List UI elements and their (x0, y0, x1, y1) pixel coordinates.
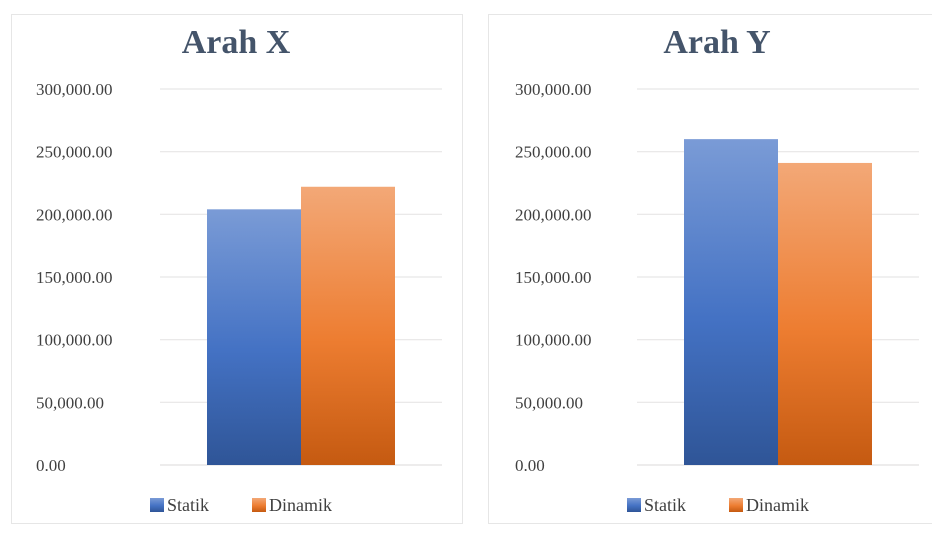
legend-label-statik: Statik (167, 495, 209, 515)
legend-label-statik: Statik (644, 495, 686, 515)
y-tick-label: 0.00 (515, 456, 545, 475)
legend-swatch-dinamik (252, 498, 266, 512)
chart-title: Arah X (182, 24, 291, 61)
bar-dinamik (301, 186, 395, 465)
y-tick-label: 50,000.00 (515, 393, 583, 412)
bar-statik (207, 209, 301, 465)
y-tick-label: 50,000.00 (36, 393, 104, 412)
y-tick-label: 250,000.00 (515, 143, 592, 162)
chart-title: Arah Y (663, 24, 770, 61)
legend-label-dinamik: Dinamik (746, 495, 809, 515)
legend-swatch-dinamik (729, 498, 743, 512)
chart-arah-y: Arah Y 0.00 50,000.00 100,000.00 150,000.00 2… (515, 24, 919, 515)
legend-swatch-statik (627, 498, 641, 512)
bar-statik (684, 139, 778, 465)
y-tick-label: 150,000.00 (36, 268, 113, 287)
y-tick-label: 200,000.00 (36, 205, 113, 224)
chart-arah-x: Arah X 0.00 50,000.00 100,000.00 150,000.00 2… (36, 24, 442, 515)
y-tick-label: 100,000.00 (515, 331, 592, 350)
chart-panel-arah-y: Arah Y 0.00 50,000.00 100,000.00 150,000.00 2… (488, 14, 932, 524)
y-tick-label: 150,000.00 (515, 268, 592, 287)
y-tick-label: 250,000.00 (36, 143, 113, 162)
y-tick-label: 100,000.00 (36, 331, 113, 350)
y-tick-label: 300,000.00 (515, 80, 592, 99)
legend-swatch-statik (150, 498, 164, 512)
legend-label-dinamik: Dinamik (269, 495, 332, 515)
chart-panel-arah-x: Arah X 0.00 50,000.00 100,000.00 150,000.00 2… (11, 14, 463, 524)
y-tick-label: 300,000.00 (36, 80, 113, 99)
bar-dinamik (778, 162, 872, 466)
y-tick-label: 0.00 (36, 456, 66, 475)
y-tick-label: 200,000.00 (515, 205, 592, 224)
